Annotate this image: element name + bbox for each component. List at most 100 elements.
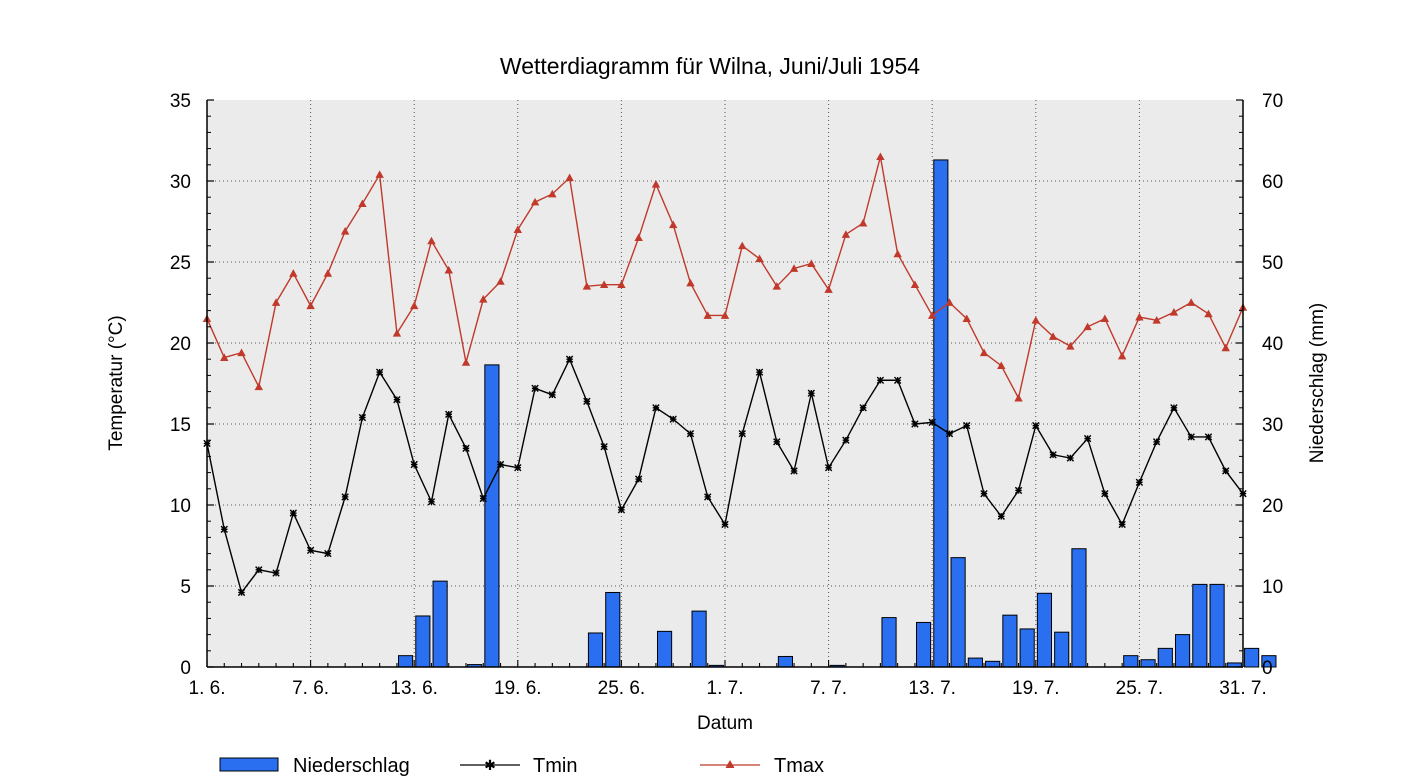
y-tick-label-right: 50 <box>1262 253 1283 274</box>
y-tick-label-right: 30 <box>1262 415 1283 436</box>
y-tick-label-left: 20 <box>170 334 191 355</box>
tmax-point <box>979 348 989 357</box>
precipitation-bars <box>397 159 1277 668</box>
legend-tmax-label: Tmax <box>774 755 824 777</box>
tmax-point <box>427 236 436 245</box>
tmin-point <box>1222 467 1230 475</box>
tmin-point <box>220 525 228 533</box>
tmin-point <box>1170 404 1178 412</box>
tmin-point <box>548 391 557 399</box>
tmin-point <box>773 438 781 446</box>
tmin-point <box>963 421 971 430</box>
x-tick-label: 7. 6. <box>292 678 329 699</box>
x-tick-label: 1. 6. <box>189 678 226 699</box>
tmin-point <box>1014 486 1023 495</box>
tmax-point <box>703 311 712 319</box>
tmin-point <box>652 404 660 412</box>
precip-bar <box>484 364 500 668</box>
precip-bar <box>587 632 604 668</box>
tmin-point <box>980 489 988 498</box>
tmax-point <box>548 189 557 198</box>
tmax-point <box>910 280 920 289</box>
tmax-point <box>513 225 522 233</box>
y-tick-label-left: 25 <box>170 253 191 274</box>
precip-bar <box>1036 592 1053 668</box>
tmin-point <box>1032 421 1040 430</box>
axes <box>206 99 1244 668</box>
tmax-point <box>841 230 851 238</box>
tmax-point <box>1117 351 1127 360</box>
precip-bar <box>1123 655 1139 668</box>
tmax-point <box>824 285 833 293</box>
legend: Niederschlag ✱ Tmin Tmax <box>219 755 824 777</box>
y-tick-label-left: 30 <box>170 172 191 193</box>
tick-labels: 0 0 5 10 10 20 15 30 20 40 25 50 30 60 35 70 1. 6. 7. 6. 1… <box>170 91 1283 699</box>
tmin-point <box>928 418 936 427</box>
y-tick-label-left: 15 <box>170 415 191 436</box>
x-tick-label: 19. 6. <box>494 678 542 699</box>
tmin-point <box>807 389 816 397</box>
tmax-point <box>1135 312 1144 321</box>
tmin-point <box>272 569 280 577</box>
tmax-point <box>1066 342 1075 350</box>
tmin-point <box>393 396 401 404</box>
tmin-point <box>790 467 798 475</box>
tmax-point <box>323 269 333 277</box>
tmin-point <box>634 475 643 483</box>
tmax-point <box>962 314 971 323</box>
legend-tmax-marker <box>725 760 735 768</box>
x-tick-label: 13. 6. <box>390 678 438 699</box>
tmax-point <box>720 311 730 319</box>
plot-area <box>207 100 1243 667</box>
chart-title: Wetterdiagramm für Wilna, Juni/Juli 1954 <box>500 53 920 79</box>
tmax-point <box>271 298 281 306</box>
tmin-point <box>237 588 246 597</box>
tmax-point <box>599 280 609 289</box>
tmin-point <box>531 384 539 393</box>
precip-bar <box>1192 583 1208 668</box>
precip-bar <box>1157 647 1173 668</box>
precip-bar <box>933 159 949 668</box>
tmin-point <box>341 493 349 501</box>
tmin-point <box>997 512 1005 521</box>
precip-bar <box>397 655 414 668</box>
tmin-point <box>1152 438 1161 446</box>
tmin-point <box>721 520 729 529</box>
tmin-point <box>600 442 608 451</box>
grid-lines <box>207 100 1243 667</box>
x-tick-label: 25. 7. <box>1116 678 1164 699</box>
tmax-point <box>289 269 298 277</box>
tmin-point <box>1066 454 1075 462</box>
tmax-point <box>1152 316 1161 324</box>
tmax-point <box>220 353 229 361</box>
tmin-point <box>358 413 367 422</box>
tmin-point <box>755 368 764 376</box>
tmax-point <box>738 241 747 250</box>
tmax-point <box>565 173 574 182</box>
legend-precip-label: Niederschlag <box>293 755 410 777</box>
tmax-point <box>807 259 816 267</box>
tmin-point <box>583 397 591 406</box>
tmin-point <box>911 420 919 428</box>
tmax-point <box>876 152 885 161</box>
tmin-point <box>945 430 954 438</box>
precip-bar <box>950 557 966 668</box>
tmin-series <box>203 355 1247 597</box>
tmax-point <box>669 220 678 229</box>
tmax-point <box>237 348 246 357</box>
tmin-point <box>1135 478 1144 487</box>
tmax-point <box>340 227 350 235</box>
tmax-series <box>202 152 1248 402</box>
tmax-point <box>1187 298 1196 306</box>
tmin-point <box>289 509 298 517</box>
tmax-point <box>772 282 781 290</box>
precip-bar <box>1209 583 1225 668</box>
tmax-point <box>789 264 799 272</box>
tmax-point <box>634 233 643 242</box>
tmax-point <box>686 278 695 287</box>
y-tick-label-left: 5 <box>180 577 191 598</box>
tmax-point <box>461 358 471 366</box>
tmin-point <box>1049 451 1057 459</box>
tmax-point <box>1014 393 1023 402</box>
